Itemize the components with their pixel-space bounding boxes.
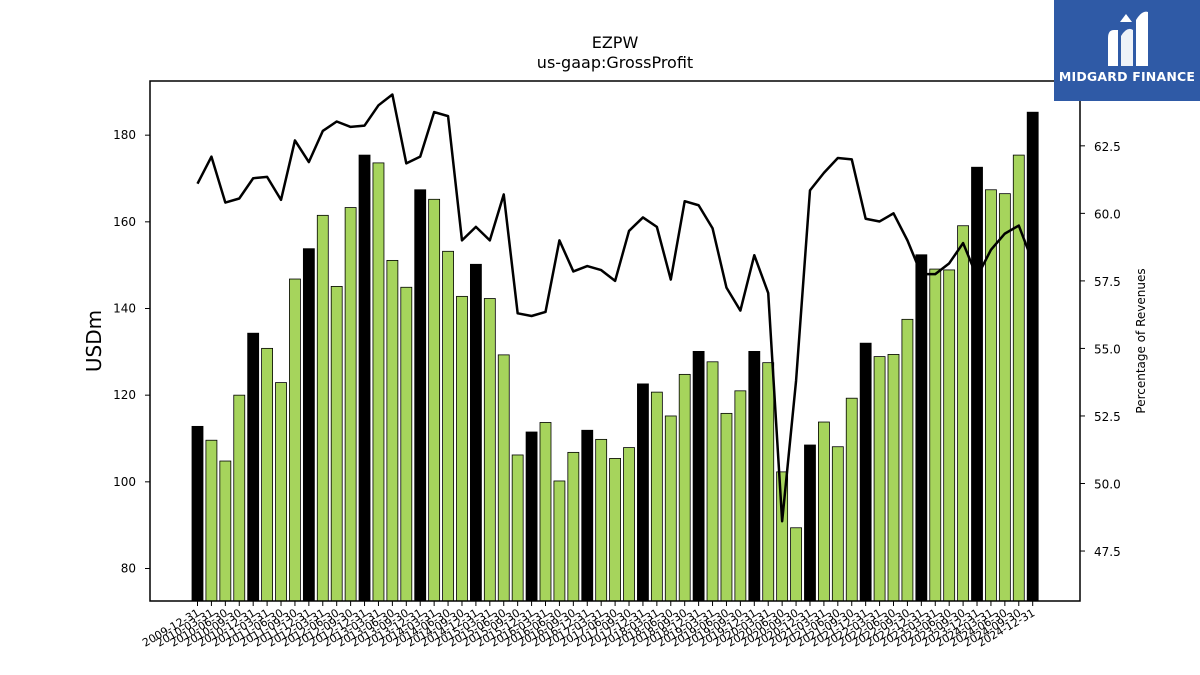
bar-2010-06-30 [219, 460, 232, 602]
y2-tick-label: 50.0 [1094, 477, 1121, 491]
bar-2011-06-30 [275, 382, 287, 602]
bar-2011-09-30 [289, 278, 301, 602]
bar-2023-06-30 [943, 269, 956, 602]
bar-2010-12-31 [247, 332, 260, 602]
bar-2017-06-30 [609, 458, 621, 602]
y-tick-label: 140 [113, 302, 136, 316]
bar-2015-12-31 [525, 431, 538, 602]
y-tick-label: 160 [113, 215, 136, 229]
bar-2010-03-31 [205, 439, 218, 602]
y2-tick-label: 60.0 [1094, 207, 1121, 221]
bar-2015-03-31 [483, 298, 496, 602]
bar-2021-12-31 [859, 342, 872, 602]
bar-2012-12-31 [358, 154, 371, 602]
y2-axis-label: Percentage of Revenues [1134, 268, 1148, 413]
bar-2015-06-30 [497, 354, 510, 602]
bar-2020-09-30 [790, 527, 802, 602]
bar-2009-12-31 [191, 425, 204, 602]
bar-2015-09-30 [511, 454, 524, 602]
bar-2019-03-31 [706, 361, 719, 602]
y2-tick-label: 55.0 [1094, 342, 1121, 356]
y2-tick-label: 62.5 [1094, 140, 1121, 154]
bar-2024-06-30 [998, 193, 1011, 602]
bar-2023-03-31 [929, 268, 942, 602]
y-axis-left: 80 100 120 140 160 180 [113, 128, 150, 576]
bar-2012-03-31 [316, 214, 329, 602]
bar-2021-09-30 [845, 397, 858, 602]
bar-2016-06-30 [553, 480, 566, 602]
bar-2021-06-30 [831, 446, 844, 602]
bar-2022-03-31 [873, 356, 886, 602]
bar-2017-12-31 [637, 383, 649, 602]
bar-2023-12-31 [971, 166, 983, 602]
bar-2021-03-31 [818, 421, 830, 602]
midgard-logo-icon [1108, 11, 1148, 66]
bar-2013-06-30 [386, 259, 399, 602]
y-tick-label: 120 [113, 388, 136, 402]
bar-2010-09-30 [233, 394, 246, 602]
bar-2018-06-30 [664, 415, 677, 602]
bar-series [191, 111, 1039, 602]
y2-tick-label: 57.5 [1094, 275, 1121, 289]
x-axis: 2009-12-312010-03-312010-06-302010-09-30… [140, 601, 1037, 650]
bar-2014-12-31 [469, 263, 482, 602]
bar-2019-06-30 [720, 412, 733, 602]
bar-2024-09-30 [1012, 154, 1025, 602]
bar-2011-03-31 [261, 347, 274, 602]
y2-tick-label: 52.5 [1094, 410, 1121, 424]
y-tick-label: 100 [113, 475, 136, 489]
y-axis-right: 47.5 50.0 52.5 55.0 57.5 60.0 62.5 [1080, 140, 1121, 559]
bar-2018-12-31 [692, 350, 705, 602]
bar-2020-12-31 [804, 444, 816, 602]
y2-tick-label: 47.5 [1094, 545, 1121, 559]
bar-2016-12-31 [581, 429, 594, 602]
bar-2017-09-30 [623, 447, 635, 602]
y-tick-label: 180 [113, 128, 136, 142]
bar-2013-09-30 [400, 286, 413, 602]
bar-2014-06-30 [442, 250, 454, 602]
bar-2014-09-30 [456, 295, 468, 602]
bar-2022-09-30 [901, 318, 914, 602]
y-tick-label: 80 [121, 562, 136, 576]
bar-2018-09-30 [678, 373, 691, 602]
brand-name: MIDGARD FINANCE [1058, 69, 1196, 84]
bar-2013-12-31 [414, 189, 427, 602]
bar-2017-03-31 [595, 438, 608, 602]
bar-2012-06-30 [330, 285, 343, 602]
bar-2016-09-30 [567, 451, 580, 602]
y-axis-label: USDm [82, 310, 106, 372]
bar-2022-06-30 [887, 354, 900, 602]
bar-2013-03-31 [372, 162, 385, 602]
chart-subtitle: us-gaap:GrossProfit [537, 53, 693, 72]
bar-2019-12-31 [748, 350, 761, 602]
bar-2023-09-30 [957, 225, 969, 602]
bar-2016-03-31 [539, 422, 552, 602]
bar-2011-12-31 [302, 248, 315, 602]
bar-2019-09-30 [734, 390, 747, 602]
bar-2020-03-31 [762, 362, 775, 602]
bar-2024-12-31 [1026, 111, 1039, 602]
bar-2012-09-30 [344, 207, 357, 602]
percentage-line [196, 93, 1034, 523]
brand-logo: MIDGARD FINANCE [1054, 0, 1200, 101]
bar-2022-12-31 [915, 254, 928, 602]
bar-2018-03-31 [650, 391, 663, 602]
chart-title: EZPW [592, 33, 639, 52]
bar-2014-03-31 [428, 198, 441, 602]
